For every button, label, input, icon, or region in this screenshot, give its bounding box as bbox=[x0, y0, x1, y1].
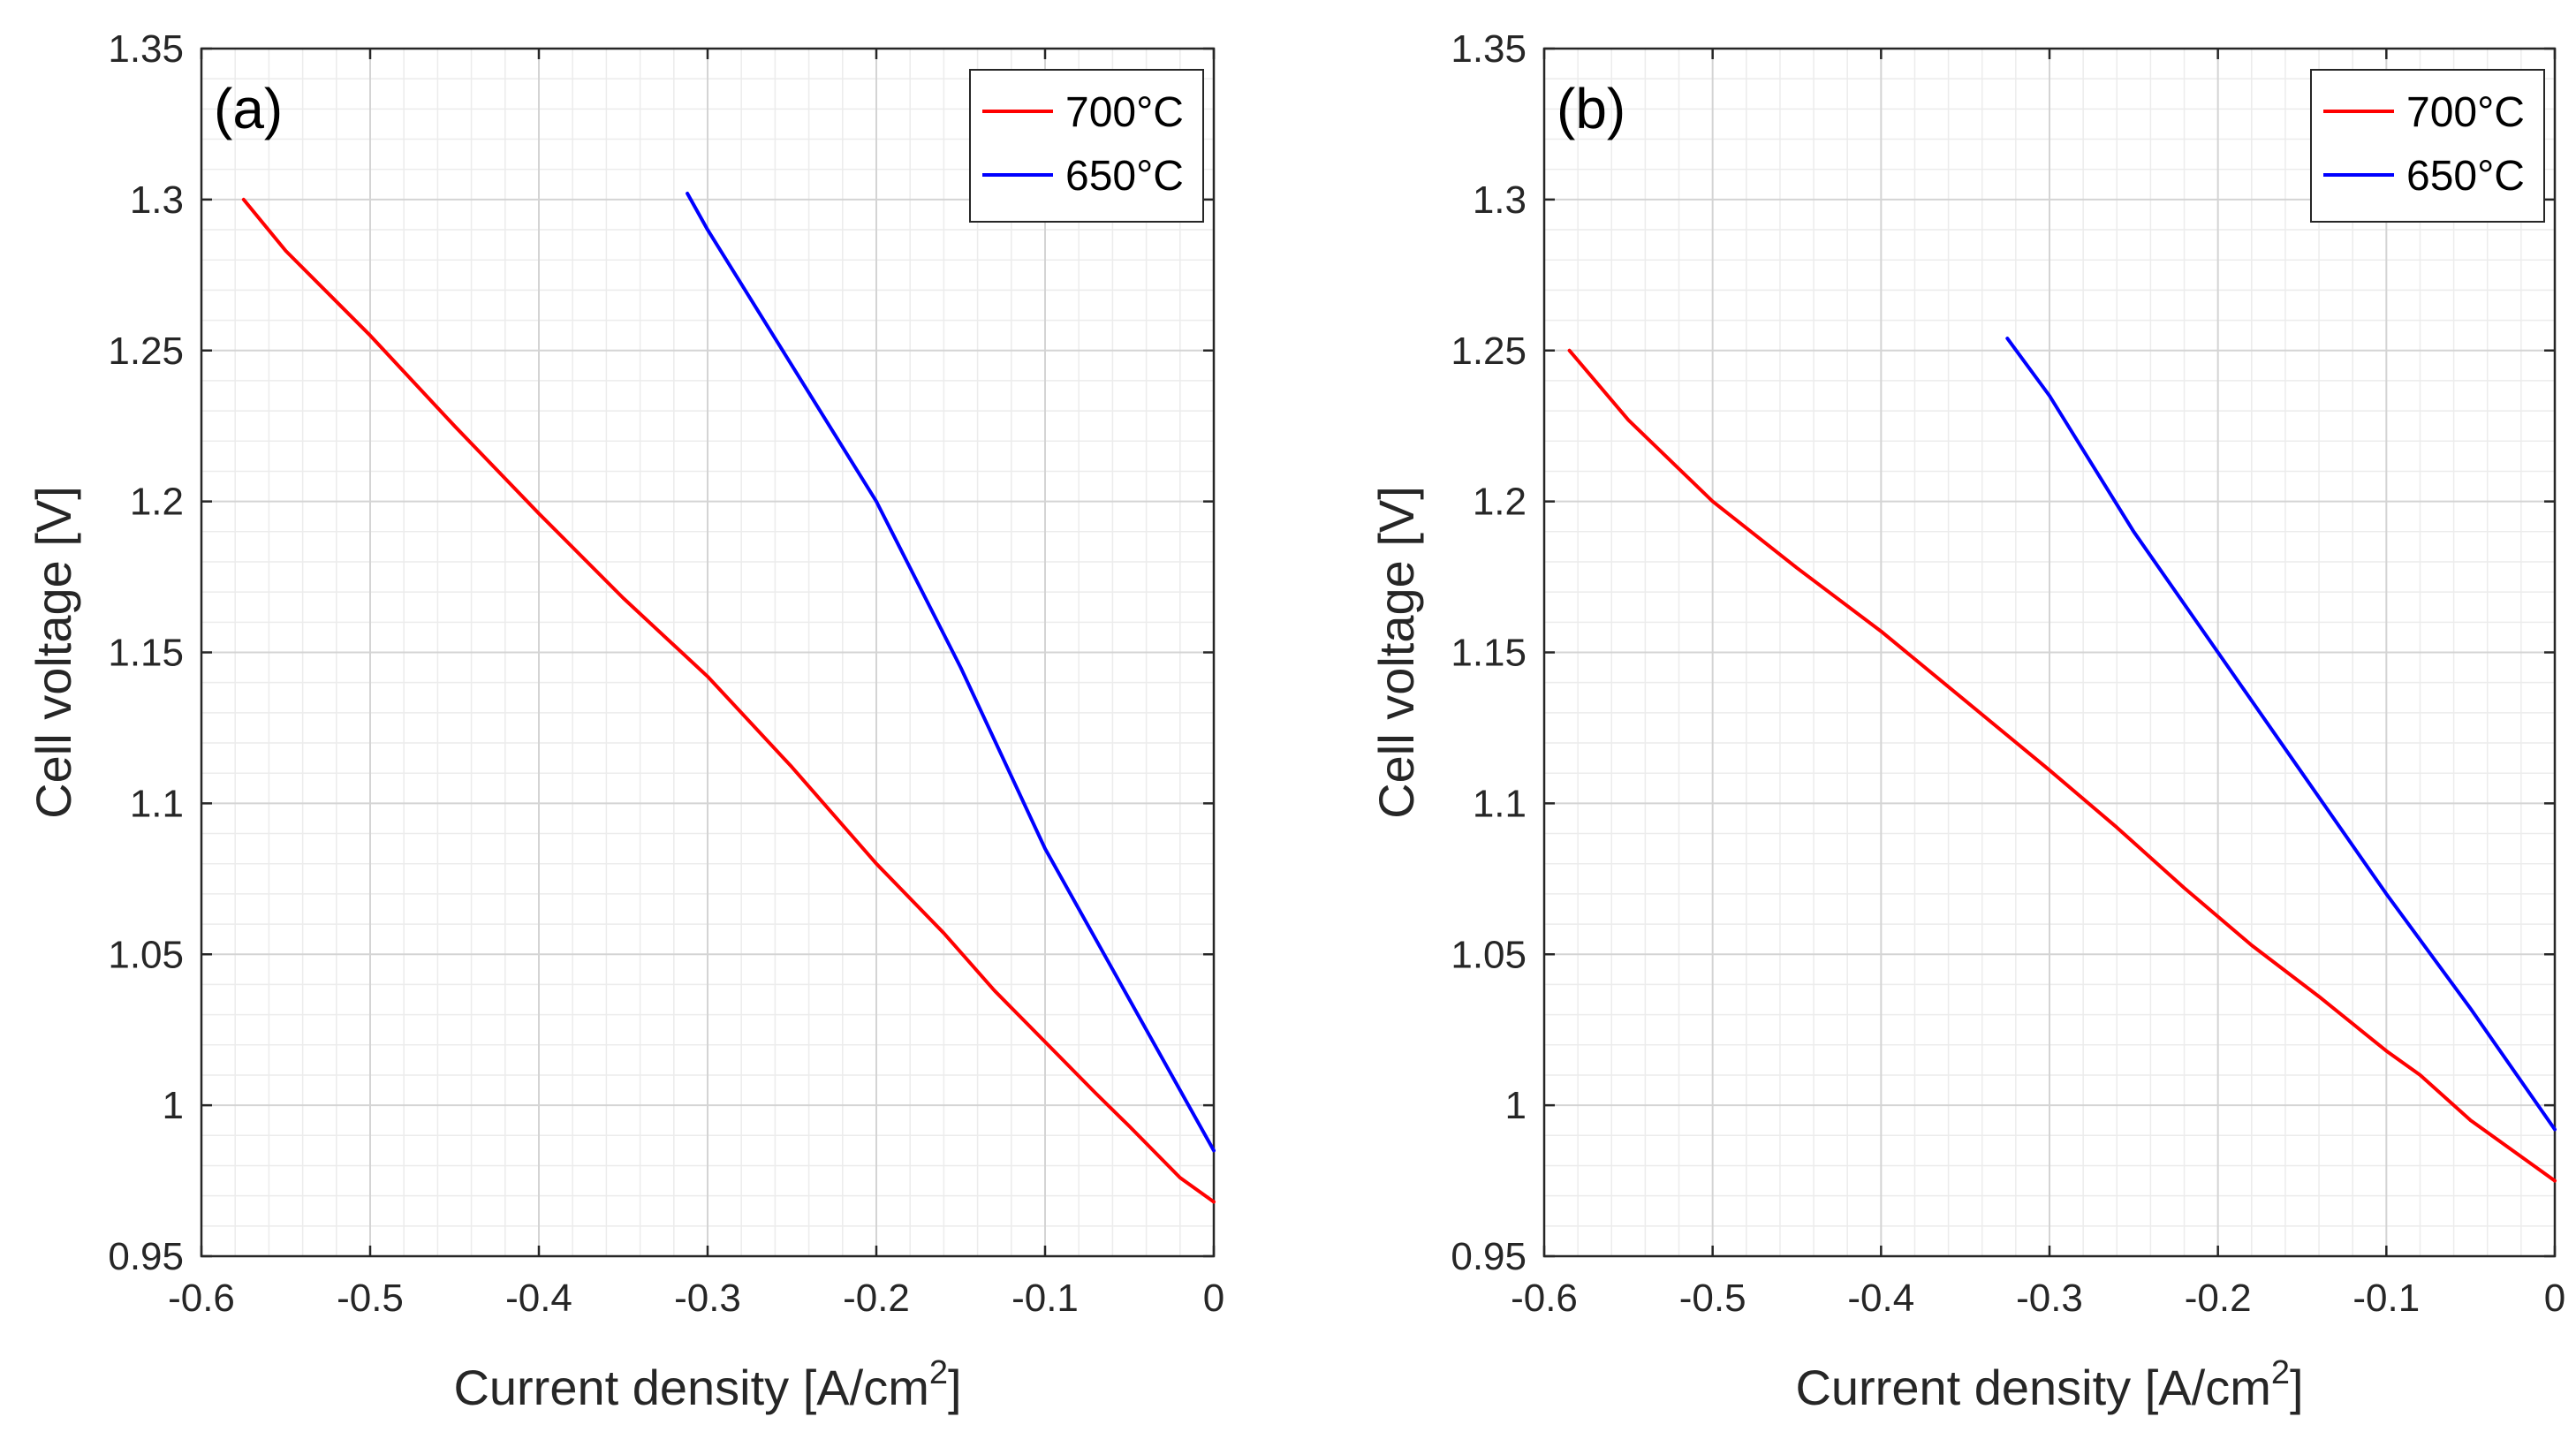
tick-marks bbox=[200, 47, 1216, 1258]
legend-box bbox=[969, 69, 1204, 223]
x-tick-label: -0.1 bbox=[1011, 1277, 1079, 1320]
chart-panel-1: -0.6 -0.5 -0.4 -0.3 -0.2 -0.1 0 0.95 1 1.05 1.1 1.1… bbox=[26, 27, 1224, 1415]
x-tick-label: -0.5 bbox=[1679, 1277, 1746, 1320]
series-line-700c bbox=[1567, 348, 2557, 1183]
y-tick-label: 1.1 bbox=[1473, 782, 1527, 825]
x-tick-label: -0.6 bbox=[168, 1277, 235, 1320]
x-axis-title-main: Current density [A/cm bbox=[453, 1360, 928, 1415]
y-tick-label: 1.05 bbox=[1451, 933, 1527, 976]
x-axis-title-suffix: ] bbox=[2290, 1360, 2304, 1415]
y-tick-label: 1 bbox=[163, 1084, 184, 1127]
x-axis-title-superscript: 2 bbox=[2271, 1354, 2290, 1391]
x-tick-label: -0.6 bbox=[1511, 1277, 1578, 1320]
legend: 700°C 650°C bbox=[2310, 69, 2545, 223]
y-tick-label: 0.95 bbox=[1451, 1235, 1527, 1278]
panel-label: (a) bbox=[214, 77, 283, 140]
x-axis-title: Current density [A/cm2] bbox=[453, 1354, 961, 1415]
x-axis-title: Current density [A/cm2] bbox=[1795, 1354, 2303, 1415]
x-tick-label: 0 bbox=[1203, 1277, 1224, 1320]
series-line-700c bbox=[241, 197, 1216, 1204]
legend-label: 650°C bbox=[1065, 153, 1184, 200]
x-axis-title-superscript: 2 bbox=[929, 1354, 948, 1391]
legend-label: 700°C bbox=[1065, 89, 1184, 136]
panel-label: (b) bbox=[1557, 77, 1625, 140]
x-axis-title-main: Current density [A/cm bbox=[1795, 1360, 2270, 1415]
legend: 700°C 650°C bbox=[969, 69, 1204, 223]
x-tick-label: -0.5 bbox=[337, 1277, 404, 1320]
y-tick-label: 1 bbox=[1505, 1084, 1527, 1127]
y-tick-label: 1.2 bbox=[130, 481, 184, 524]
y-tick-label: 1.35 bbox=[1451, 27, 1527, 71]
y-axis-title: Cell voltage [V] bbox=[26, 486, 81, 819]
series-line-650c bbox=[686, 192, 1216, 1153]
x-tick-label: -0.4 bbox=[1847, 1277, 1914, 1320]
y-tick-label: 1.25 bbox=[108, 330, 184, 373]
legend-label: 650°C bbox=[2406, 153, 2525, 200]
y-tick-label: 1.05 bbox=[108, 933, 184, 976]
x-tick-label: -0.3 bbox=[2016, 1277, 2083, 1320]
series-line-650c bbox=[2005, 337, 2557, 1132]
x-axis-title-suffix: ] bbox=[948, 1360, 962, 1415]
legend-label: 700°C bbox=[2406, 89, 2525, 136]
tick-marks bbox=[1542, 47, 2557, 1258]
y-tick-label: 0.95 bbox=[108, 1235, 184, 1278]
y-tick-label: 1.15 bbox=[108, 632, 184, 675]
x-tick-label: -0.1 bbox=[2352, 1277, 2420, 1320]
chart-panel-2: -0.6 -0.5 -0.4 -0.3 -0.2 -0.1 0 0.95 1 1.05 1.1 1.1… bbox=[1368, 27, 2565, 1415]
x-tick-label: 0 bbox=[2544, 1277, 2565, 1320]
y-tick-label: 1.3 bbox=[1473, 178, 1527, 222]
y-tick-label: 1.35 bbox=[108, 27, 184, 71]
x-tick-label: -0.3 bbox=[674, 1277, 741, 1320]
y-tick-label: 1.15 bbox=[1451, 632, 1527, 675]
y-tick-label: 1.1 bbox=[130, 782, 184, 825]
x-tick-label: -0.2 bbox=[843, 1277, 910, 1320]
y-tick-label: 1.2 bbox=[1473, 481, 1527, 524]
legend-box bbox=[2310, 69, 2545, 223]
y-tick-label: 1.3 bbox=[130, 178, 184, 222]
x-tick-label: -0.4 bbox=[505, 1277, 572, 1320]
y-tick-label: 1.25 bbox=[1451, 330, 1527, 373]
x-tick-label: -0.2 bbox=[2185, 1277, 2252, 1320]
y-axis-title: Cell voltage [V] bbox=[1368, 486, 1424, 819]
